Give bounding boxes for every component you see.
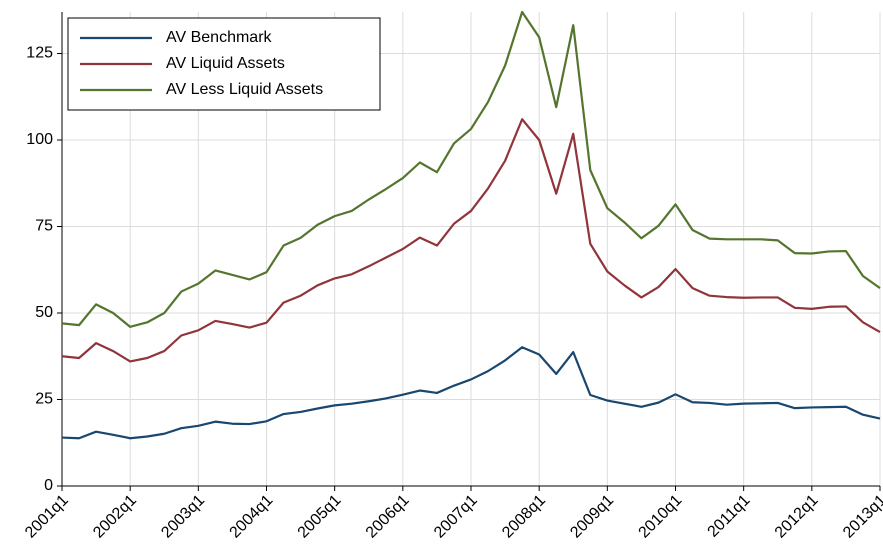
line: [61, 10, 881, 328]
legend-label: AV Benchmark: [166, 29, 273, 46]
y-tick-label: 50: [35, 304, 53, 321]
x-tick-label: 2005q1: [295, 492, 345, 542]
x-tick-label: 2010q1: [636, 492, 686, 542]
x-tick-label: 2002q1: [90, 492, 140, 542]
x-tick-label: 2013q1: [840, 492, 883, 542]
legend: AV Benchmark AV Liquid Assets AV Less Liqu…: [67, 17, 381, 111]
y-tick-label: 125: [26, 45, 53, 62]
x-tick-label: 2011q1: [705, 492, 754, 541]
x-tick-label: 2004q1: [227, 492, 277, 542]
y-tick-label: 0: [44, 477, 53, 494]
line: [61, 346, 881, 440]
line: [61, 118, 881, 363]
y-tick-label: 25: [35, 391, 53, 408]
x-tick-label: 2009q1: [567, 492, 617, 542]
legend-label: AV Liquid Assets: [166, 55, 285, 72]
legend-label: AV Less Liquid Assets: [166, 81, 323, 98]
y-tick-label: 75: [35, 218, 53, 235]
x-tick-label: 2008q1: [499, 492, 549, 542]
x-tick-label: 2007q1: [431, 492, 481, 542]
x-tick-label: 2006q1: [363, 492, 413, 542]
x-tick-label: 2012q1: [772, 492, 822, 542]
x-tick-label: 2001q1: [22, 492, 72, 542]
y-tick-label: 100: [26, 131, 53, 148]
x-tick-label: 2003q1: [158, 492, 208, 542]
